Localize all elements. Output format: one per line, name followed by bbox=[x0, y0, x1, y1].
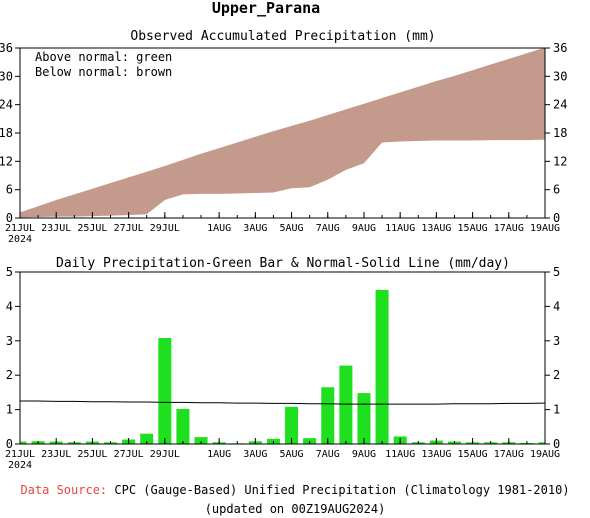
daily-chart-title: Daily Precipitation-Green Bar & Normal-S… bbox=[56, 256, 510, 271]
y-tick-label-right: 24 bbox=[553, 98, 567, 112]
y-tick-label-left: 6 bbox=[6, 183, 13, 197]
acc-legend-above: Above normal: green bbox=[35, 50, 172, 64]
x-year-label: 2024 bbox=[8, 234, 32, 245]
acc-chart-title: Observed Accumulated Precipitation (mm) bbox=[130, 29, 435, 44]
x-tick-label: 27JUL bbox=[114, 449, 144, 460]
x-tick-label: 7AUG bbox=[316, 223, 340, 234]
x-tick-label: 21JUL bbox=[5, 449, 35, 460]
data-source-line: Data Source: CPC (Gauge-Based) Unified P… bbox=[0, 483, 590, 497]
x-tick-label: 9AUG bbox=[352, 223, 376, 234]
y-tick-label-right: 2 bbox=[553, 368, 560, 382]
y-tick-label-right: 18 bbox=[553, 126, 567, 140]
daily-precip-bar bbox=[140, 433, 154, 444]
daily-precip-bar bbox=[20, 441, 27, 444]
x-year-label: 2024 bbox=[8, 460, 32, 471]
y-tick-label-left: 30 bbox=[0, 69, 13, 83]
x-tick-label: 5AUG bbox=[280, 223, 304, 234]
y-tick-label-left: 3 bbox=[6, 334, 13, 348]
x-tick-label: 21JUL bbox=[5, 223, 35, 234]
y-tick-label-right: 0 bbox=[553, 437, 560, 451]
daily-precip-bar bbox=[194, 437, 208, 444]
daily-precipitation-chart: Daily Precipitation-Green Bar & Normal-S… bbox=[5, 256, 560, 471]
x-tick-label: 15AUG bbox=[458, 223, 488, 234]
daily-precip-bar bbox=[538, 442, 545, 444]
y-tick-label-right: 12 bbox=[553, 154, 567, 168]
y-tick-label-left: 18 bbox=[0, 126, 13, 140]
x-tick-label: 13AUG bbox=[421, 223, 451, 234]
x-tick-label: 25JUL bbox=[77, 223, 107, 234]
y-tick-label-right: 36 bbox=[553, 41, 567, 55]
y-tick-label-right: 3 bbox=[553, 334, 560, 348]
x-tick-label: 9AUG bbox=[352, 449, 376, 460]
x-tick-label: 5AUG bbox=[280, 449, 304, 460]
plot-frame bbox=[19, 271, 546, 445]
daily-precip-bar bbox=[321, 387, 335, 444]
x-tick-label: 19AUG bbox=[530, 223, 560, 234]
x-tick-label: 3AUG bbox=[243, 449, 267, 460]
x-tick-label: 19AUG bbox=[530, 449, 560, 460]
chart-canvas: Upper_Parana Observed Accumulated Precip… bbox=[0, 0, 567, 471]
x-tick-label: 17AUG bbox=[494, 223, 524, 234]
y-tick-label-left: 5 bbox=[6, 265, 13, 279]
y-tick-label-right: 0 bbox=[553, 211, 560, 225]
x-tick-label: 11AUG bbox=[385, 449, 415, 460]
acc-axes: 0 0 6 6 12 12 18 18 24 24 30 30 36 36 21JUL 23JUL 25JUL 2… bbox=[0, 41, 567, 245]
daily-precip-bar bbox=[285, 406, 299, 444]
acc-legend-below: Below normal: brown bbox=[35, 65, 172, 79]
x-tick-label: 7AUG bbox=[316, 449, 340, 460]
daily-precip-bar bbox=[375, 289, 389, 444]
y-tick-label-left: 2 bbox=[6, 368, 13, 382]
x-tick-label: 27JUL bbox=[114, 223, 144, 234]
daily-plot-area bbox=[20, 289, 546, 444]
daily-precip-bar bbox=[158, 338, 172, 444]
y-tick-label-right: 4 bbox=[553, 299, 560, 313]
y-tick-label-left: 12 bbox=[0, 154, 13, 168]
y-tick-label-right: 5 bbox=[553, 265, 560, 279]
y-tick-label-left: 1 bbox=[6, 403, 13, 417]
updated-timestamp: (updated on 00Z19AUG2024) bbox=[204, 502, 386, 516]
x-tick-label: 17AUG bbox=[494, 449, 524, 460]
daily-axes: 0 0 1 1 2 2 3 3 4 4 5 5 21JUL 23JUL 25JUL 27JUL 29JUL 1AU… bbox=[5, 265, 560, 471]
y-tick-label-left: 36 bbox=[0, 41, 13, 55]
y-tick-label-left: 0 bbox=[6, 437, 13, 451]
x-tick-label: 15AUG bbox=[458, 449, 488, 460]
x-tick-label: 1AUG bbox=[207, 223, 231, 234]
acc-plot-area bbox=[20, 47, 545, 218]
x-tick-label: 29JUL bbox=[150, 449, 180, 460]
y-tick-label-left: 0 bbox=[6, 211, 13, 225]
y-tick-label-right: 6 bbox=[553, 183, 560, 197]
accumulated-precipitation-chart: Observed Accumulated Precipitation (mm) … bbox=[0, 29, 567, 245]
y-tick-label-left: 4 bbox=[6, 299, 13, 313]
x-tick-label: 13AUG bbox=[421, 449, 451, 460]
data-source-text: CPC (Gauge-Based) Unified Precipitation … bbox=[114, 483, 570, 497]
y-tick-label-right: 1 bbox=[553, 403, 560, 417]
daily-precip-bar bbox=[339, 365, 353, 444]
y-tick-label-right: 30 bbox=[553, 69, 567, 83]
normal-line bbox=[20, 400, 546, 405]
page-title: Upper_Parana bbox=[212, 0, 320, 17]
daily-precip-bar bbox=[176, 408, 190, 444]
x-tick-label: 25JUL bbox=[77, 449, 107, 460]
x-tick-label: 11AUG bbox=[385, 223, 415, 234]
x-tick-label: 29JUL bbox=[150, 223, 180, 234]
below-normal-area bbox=[20, 47, 545, 218]
x-tick-label: 23JUL bbox=[41, 449, 71, 460]
x-tick-label: 3AUG bbox=[243, 223, 267, 234]
x-tick-label: 23JUL bbox=[41, 223, 71, 234]
data-source-label: Data Source: bbox=[20, 483, 108, 497]
daily-precip-bar bbox=[357, 393, 371, 444]
x-tick-label: 1AUG bbox=[207, 449, 231, 460]
y-tick-label-left: 24 bbox=[0, 98, 13, 112]
